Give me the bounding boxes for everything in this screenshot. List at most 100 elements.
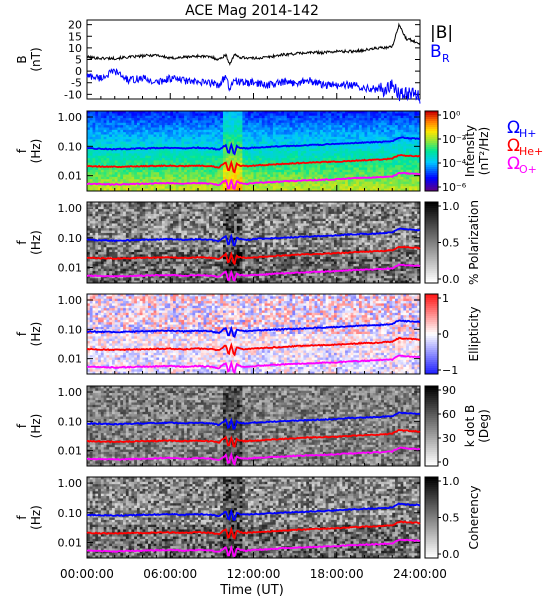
gyro-line-o-plus — [86, 446, 421, 467]
time-axis-label: Time (UT) — [219, 583, 284, 598]
gyro-line-h-plus — [86, 227, 421, 247]
freq-tick-label: 0.01 — [58, 353, 83, 366]
freq-yunit: (Hz) — [29, 139, 43, 164]
intensity-panel: 1.00 0.10 0.01 f (Hz) 10⁰ 10⁻² 10⁻⁴ 10⁻⁶ Intensit… — [15, 109, 491, 194]
gyro-line-o-plus — [87, 263, 421, 282]
gyro-line-h-plus — [86, 411, 421, 430]
freq-tick-label: 1.00 — [58, 202, 83, 215]
colorbar-label: Coherency — [467, 485, 481, 549]
mag-ylabel: B — [15, 55, 29, 63]
colorbar-tick-label: 0.5 — [442, 237, 460, 250]
gyro-line-o-plus — [86, 538, 421, 558]
colorbar-unit: (nT²/Hz) — [477, 127, 491, 175]
colorbar-frame — [424, 110, 439, 192]
polarization-colorbar: 1.0 0.5 0.0 % Polarization — [424, 200, 481, 286]
freq-tick-label: 1.00 — [58, 111, 83, 124]
gyro-legend-symbol: Ω — [507, 136, 520, 156]
legend-br: B — [430, 42, 442, 62]
colorbar-tick-label: 30 — [442, 432, 456, 445]
series-line-babs — [86, 22, 421, 67]
mag-ytick-label: 10 — [68, 42, 82, 55]
gyro-legend-label: He+ — [519, 145, 543, 158]
gyro-line-he-plus — [86, 153, 421, 174]
kdotb-panel: 1.00 0.10 0.01 f (Hz) 90 60 30 0 k dot B (Deg) — [15, 384, 491, 469]
colorbar-tick-label: 10⁻⁴ — [442, 157, 467, 170]
freq-yunit: (Hz) — [29, 414, 43, 439]
freq-tick-label: 0.01 — [58, 445, 83, 458]
freq-tick-label: 0.01 — [58, 261, 83, 274]
freq-ylabel: f — [15, 423, 29, 428]
freq-yunit: (Hz) — [29, 322, 43, 347]
freq-tick-label: 0.10 — [58, 232, 83, 245]
freq-tick-label: 0.01 — [58, 536, 83, 549]
time-tick-label: 12:00:00 — [227, 567, 281, 581]
colorbar-tick-label: 10⁻² — [442, 133, 466, 146]
colorbar-label: k dot B — [463, 405, 477, 447]
mag-ytick-label: 15 — [68, 30, 82, 43]
kdotb-heatmap-cells — [87, 386, 421, 467]
time-tick-label: 24:00:00 — [393, 567, 447, 581]
intensity-colorbar: 10⁰ 10⁻² 10⁻⁴ 10⁻⁶ Intensity (nT²/Hz) — [424, 109, 491, 194]
colorbar-tick-label: 1.0 — [442, 200, 460, 213]
colorbar-label: Intensity — [463, 125, 477, 177]
colorbar-tick-label: 0.0 — [442, 273, 460, 286]
gyro-line-h-plus — [86, 502, 421, 521]
colorbar-tick-label: 1 — [442, 292, 449, 305]
gyro-legend-label: H+ — [519, 127, 537, 140]
ellipticity-panel: 1.00 0.10 0.01 f (Hz) 1 0 −1 Ellipticity — [15, 292, 481, 377]
freq-tick-label: 0.10 — [58, 415, 83, 428]
polarization-heatmap-cells — [87, 202, 421, 284]
legend-br-sub: R — [442, 52, 450, 65]
colorbar-tick-label: 0 — [442, 456, 449, 469]
gyro-legend-symbol: Ω — [507, 118, 520, 138]
colorbar-unit: (Deg) — [477, 409, 491, 443]
coherency-heatmap-cells — [87, 477, 421, 559]
freq-tick-label: 1.00 — [58, 386, 83, 399]
freq-tick-label: 0.10 — [58, 507, 83, 520]
mag-ytick-label: 5 — [75, 54, 82, 67]
freq-ylabel: f — [15, 515, 29, 520]
colorbar-tick-label: 1.0 — [442, 475, 460, 488]
gyro-line-h-plus — [86, 319, 421, 339]
kdotb-colorbar: 90 60 30 0 k dot B (Deg) — [424, 384, 491, 469]
series-line-br — [86, 67, 421, 104]
freq-tick-label: 0.10 — [58, 323, 83, 336]
gyro-legend: Ω H+Ω He+Ω O+ — [507, 118, 543, 176]
mag-ytick-label: -10 — [64, 88, 82, 101]
freq-ylabel: f — [15, 148, 29, 153]
colorbar-tick-label: 60 — [442, 408, 456, 421]
colorbar-tick-label: 0.5 — [442, 512, 460, 525]
colorbar-tick-label: 90 — [442, 384, 456, 397]
coherency-colorbar: 1.0 0.5 0.0 Coherency — [424, 475, 481, 561]
mag-ytick-label: 0 — [75, 65, 82, 78]
polarization-panel: 1.00 0.10 0.01 f (Hz) 1.0 0.5 0.0 % Polarization — [15, 200, 481, 286]
colorbar-tick-label: −1 — [442, 364, 458, 377]
freq-yunit: (Hz) — [29, 505, 43, 530]
figure-title: ACE Mag 2014-142 — [185, 3, 319, 19]
gyro-line-he-plus — [86, 520, 421, 540]
freq-tick-label: 1.00 — [58, 294, 83, 307]
colorbar-tick-label: 10⁰ — [442, 109, 461, 122]
freq-tick-label: 1.00 — [58, 477, 83, 490]
coherency-panel: 1.00 0.10 0.01 f (Hz) 1.0 0.5 0.0 Coherency — [15, 475, 481, 561]
gyro-line-he-plus — [86, 336, 421, 357]
mag-yunit: (nT) — [29, 47, 43, 71]
mag-plot-frame — [86, 19, 421, 100]
freq-ylabel: f — [15, 331, 29, 336]
gyro-line-he-plus — [86, 245, 421, 266]
colorbar-tick-label: 10⁻⁶ — [442, 181, 467, 194]
gyro-line-he-plus — [86, 428, 421, 448]
gyro-legend-label: O+ — [519, 163, 537, 176]
colorbar-label: % Polarization — [467, 200, 481, 285]
mag-ytick-label: -5 — [71, 77, 82, 90]
colorbar-tick-label: 0.0 — [442, 548, 460, 561]
mag-ytick-label: 20 — [68, 19, 82, 32]
time-tick-label: 06:00:00 — [143, 567, 197, 581]
colorbar-label: Ellipticity — [467, 307, 481, 362]
freq-yunit: (Hz) — [29, 230, 43, 255]
gyro-line-h-plus — [86, 136, 421, 156]
time-tick-label: 00:00:00 — [60, 567, 114, 581]
